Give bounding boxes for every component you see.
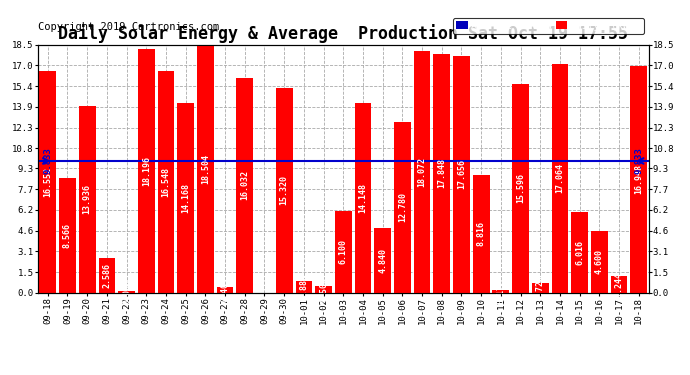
Text: 6.100: 6.100	[339, 239, 348, 264]
Text: 0.880: 0.880	[299, 274, 308, 299]
Text: 0.172: 0.172	[496, 279, 505, 304]
Bar	[473, 174, 489, 292]
Bar	[157, 71, 175, 292]
Text: 16.548: 16.548	[161, 167, 170, 197]
Text: 15.320: 15.320	[279, 175, 288, 205]
Text: 8.566: 8.566	[63, 223, 72, 248]
Text: 2.586: 2.586	[102, 263, 111, 288]
Text: 17.848: 17.848	[437, 158, 446, 188]
Bar	[39, 71, 56, 292]
Bar	[217, 287, 233, 292]
Bar	[493, 290, 509, 292]
Bar	[532, 283, 549, 292]
Text: 0.088: 0.088	[122, 279, 131, 304]
Bar	[551, 64, 569, 292]
Text: 12.780: 12.780	[398, 192, 407, 222]
Bar	[571, 212, 588, 292]
Text: 16.552: 16.552	[43, 167, 52, 197]
Legend: Average  (kWh), Daily  (kWh): Average (kWh), Daily (kWh)	[453, 18, 644, 33]
Bar	[138, 49, 155, 292]
Bar	[355, 103, 371, 292]
Bar	[177, 103, 194, 292]
Text: 0.404: 0.404	[221, 277, 230, 302]
Bar	[374, 228, 391, 292]
Text: 17.064: 17.064	[555, 164, 564, 194]
Bar	[335, 211, 352, 292]
Text: 1.244: 1.244	[615, 272, 624, 297]
Text: 8.816: 8.816	[477, 221, 486, 246]
Bar	[611, 276, 627, 292]
Text: 6.016: 6.016	[575, 240, 584, 265]
Text: 18.072: 18.072	[417, 157, 426, 187]
Text: 9.833: 9.833	[634, 147, 643, 174]
Text: 18.504: 18.504	[201, 154, 210, 184]
Bar	[276, 87, 293, 292]
Text: 9.833: 9.833	[43, 147, 52, 174]
Title: Daily Solar Energy & Average  Production Sat Oct 19 17:55: Daily Solar Energy & Average Production …	[58, 24, 629, 44]
Text: 14.148: 14.148	[359, 183, 368, 213]
Text: 4.600: 4.600	[595, 249, 604, 274]
Bar	[237, 78, 253, 292]
Text: 0.720: 0.720	[535, 275, 545, 300]
Bar	[118, 291, 135, 292]
Bar	[414, 51, 431, 292]
Text: 15.596: 15.596	[516, 173, 525, 203]
Text: 16.032: 16.032	[240, 170, 249, 200]
Text: Copyright 2019 Cartronics.com: Copyright 2019 Cartronics.com	[38, 22, 219, 32]
Bar	[79, 106, 96, 292]
Bar	[591, 231, 608, 292]
Bar	[453, 56, 470, 292]
Bar	[315, 286, 332, 292]
Bar	[631, 66, 647, 292]
Bar	[99, 258, 115, 292]
Text: 0.508: 0.508	[319, 277, 328, 302]
Bar	[394, 122, 411, 292]
Text: 18.196: 18.196	[141, 156, 151, 186]
Text: 16.948: 16.948	[634, 164, 643, 194]
Text: 13.936: 13.936	[83, 184, 92, 214]
Text: 4.840: 4.840	[378, 248, 387, 273]
Bar	[512, 84, 529, 292]
Bar	[433, 54, 450, 292]
Bar	[295, 281, 313, 292]
Bar	[197, 45, 214, 292]
Text: 17.656: 17.656	[457, 159, 466, 189]
Bar	[59, 178, 76, 292]
Text: 14.168: 14.168	[181, 183, 190, 213]
